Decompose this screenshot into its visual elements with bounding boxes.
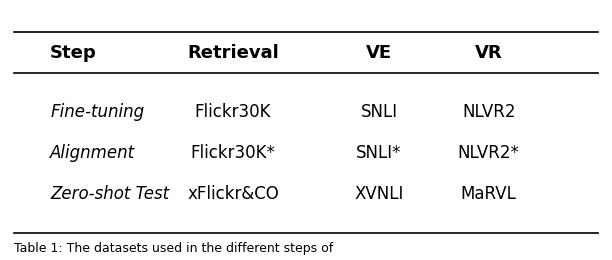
Text: SNLI*: SNLI* — [356, 144, 402, 162]
Text: VR: VR — [475, 44, 502, 62]
Text: Retrieval: Retrieval — [187, 44, 279, 62]
Text: Flickr30K*: Flickr30K* — [190, 144, 275, 162]
Text: Step: Step — [50, 44, 97, 62]
Text: NLVR2*: NLVR2* — [458, 144, 520, 162]
Text: Flickr30K: Flickr30K — [195, 103, 271, 121]
Text: NLVR2: NLVR2 — [462, 103, 515, 121]
Text: SNLI: SNLI — [360, 103, 398, 121]
Text: Table 1: The datasets used in the different steps of: Table 1: The datasets used in the differ… — [13, 242, 333, 255]
Text: Fine-tuning: Fine-tuning — [50, 103, 144, 121]
Text: VE: VE — [366, 44, 392, 62]
Text: Alignment: Alignment — [50, 144, 135, 162]
Text: MaRVL: MaRVL — [461, 185, 517, 203]
Text: xFlickr&CO: xFlickr&CO — [187, 185, 279, 203]
Text: Zero-shot Test: Zero-shot Test — [50, 185, 170, 203]
Text: XVNLI: XVNLI — [354, 185, 404, 203]
